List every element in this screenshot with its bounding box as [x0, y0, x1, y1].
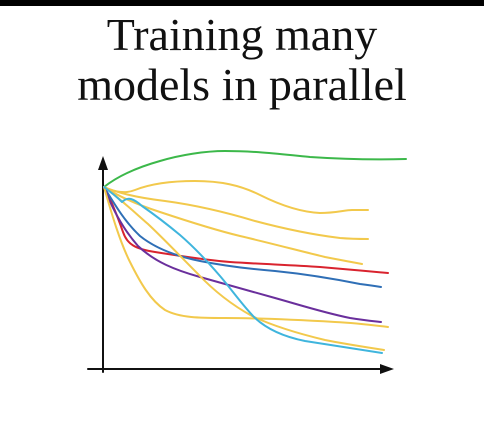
- cyan-curve: [103, 186, 383, 354]
- yellow-curve-low: [103, 186, 389, 328]
- green-curve: [103, 150, 407, 188]
- x-axis-arrowhead: [380, 364, 394, 374]
- y-axis-arrowhead: [98, 156, 108, 170]
- purple-curve: [103, 186, 382, 323]
- yellow-curve-top: [103, 180, 369, 214]
- slide-title: Training many models in parallel: [0, 10, 484, 110]
- title-line-1: Training many: [106, 9, 378, 60]
- blue-curve: [103, 186, 382, 288]
- top-border: [0, 0, 484, 6]
- yellow-curve-2: [103, 186, 369, 240]
- yellow-curve-bottom: [103, 186, 385, 351]
- yellow-curve-3: [103, 186, 363, 265]
- title-line-2: models in parallel: [77, 59, 407, 110]
- axes: [87, 156, 394, 374]
